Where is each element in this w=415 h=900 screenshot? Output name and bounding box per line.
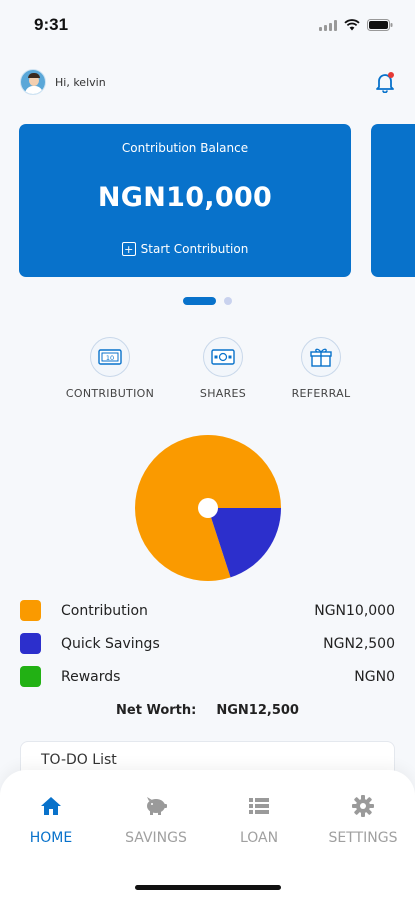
- balance-carousel[interactable]: Contribution Balance NGN10,000 + Start C…: [19, 124, 415, 277]
- carousel-pagination: [0, 297, 415, 305]
- legend-name: Contribution: [61, 602, 148, 619]
- legend-row-contribution: Contribution NGN10,000: [20, 594, 395, 627]
- legend-name: Quick Savings: [61, 635, 160, 652]
- legend-swatch: [20, 633, 41, 654]
- net-worth-label: Net Worth:: [116, 703, 197, 718]
- pie-center-hole: [198, 498, 218, 518]
- home-indicator: [135, 885, 281, 890]
- cash-icon: [203, 337, 243, 377]
- referral-label: REFERRAL: [291, 387, 351, 400]
- referral-action[interactable]: REFERRAL: [266, 337, 376, 400]
- nav-home-label: HOME: [29, 830, 73, 846]
- legend-swatch: [20, 600, 41, 621]
- legend-name: Rewards: [61, 668, 121, 685]
- portfolio-pie-chart: [134, 434, 282, 582]
- status-bar: 9:31: [0, 0, 415, 50]
- pie-slice-quick-savings: [208, 508, 281, 578]
- wifi-icon: [344, 19, 360, 31]
- greeting-text: Hi, kelvin: [55, 75, 106, 89]
- contribution-action[interactable]: 10 CONTRIBUTION: [55, 337, 165, 400]
- money-icon: 10: [90, 337, 130, 377]
- battery-icon: [367, 19, 393, 31]
- notification-bell-icon[interactable]: [375, 71, 395, 93]
- shares-action[interactable]: SHARES: [168, 337, 278, 400]
- nav-home[interactable]: HOME: [6, 794, 96, 846]
- nav-loan-label: LOAN: [239, 830, 279, 846]
- todo-title: TO-DO List: [41, 752, 117, 768]
- gift-icon: [301, 337, 341, 377]
- legend-row-quick-savings: Quick Savings NGN2,500: [20, 627, 395, 660]
- start-contribution-label: Start Contribution: [140, 242, 249, 256]
- net-worth-value: NGN12,500: [216, 703, 299, 718]
- nav-loan[interactable]: LOAN: [214, 794, 304, 846]
- shares-label: SHARES: [199, 387, 247, 400]
- nav-savings[interactable]: SAVINGS: [111, 794, 201, 846]
- avatar[interactable]: [20, 69, 46, 95]
- cellular-signal-icon: [319, 19, 337, 31]
- net-worth: Net Worth: NGN12,500: [0, 703, 415, 718]
- list-icon: [214, 794, 304, 818]
- nav-settings-label: SETTINGS: [328, 830, 398, 846]
- svg-text:10: 10: [106, 354, 114, 362]
- legend-value: NGN2,500: [323, 635, 395, 652]
- legend-row-rewards: Rewards NGN0: [20, 660, 395, 693]
- bottom-navigation: HOME SAVINGS LOAN: [0, 770, 415, 900]
- header: Hi, kelvin: [20, 68, 395, 96]
- carousel-dot-active[interactable]: [183, 297, 216, 305]
- greeting: Hi, kelvin: [20, 69, 106, 95]
- next-card-peek[interactable]: [371, 124, 415, 277]
- balance-amount: NGN10,000: [97, 182, 273, 213]
- status-time: 9:31: [34, 15, 69, 34]
- pie-chart-svg: [135, 435, 281, 581]
- quick-actions: 10 CONTRIBUTION SHARES REFERRAL: [58, 337, 358, 407]
- balance-card[interactable]: Contribution Balance NGN10,000 + Start C…: [19, 124, 351, 277]
- legend-value: NGN0: [354, 668, 395, 685]
- plus-icon: +: [121, 242, 136, 256]
- balance-label: Contribution Balance: [121, 141, 249, 155]
- nav-settings[interactable]: SETTINGS: [318, 794, 408, 846]
- gear-icon: [318, 794, 408, 818]
- carousel-dot[interactable]: [224, 297, 232, 305]
- nav-savings-label: SAVINGS: [125, 830, 187, 846]
- status-icons: [319, 19, 393, 31]
- chart-legend: Contribution NGN10,000 Quick Savings NGN…: [20, 594, 395, 693]
- start-contribution-button[interactable]: + Start Contribution: [19, 242, 351, 256]
- contribution-label: CONTRIBUTION: [65, 387, 155, 400]
- piggy-bank-icon: [111, 794, 201, 818]
- legend-swatch: [20, 666, 41, 687]
- legend-value: NGN10,000: [314, 602, 395, 619]
- home-icon: [6, 794, 96, 818]
